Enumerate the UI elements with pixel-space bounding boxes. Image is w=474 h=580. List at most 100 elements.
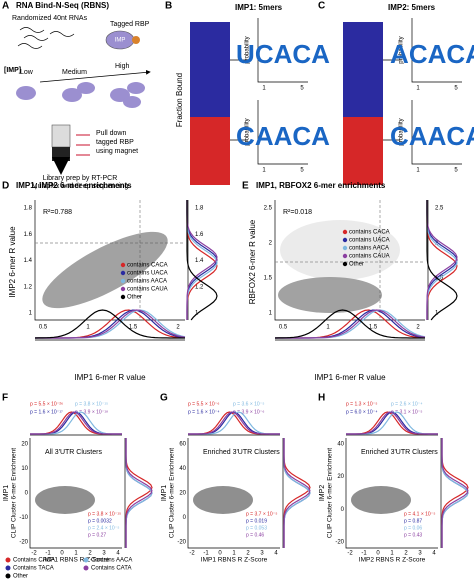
p-value: p = 5.5 × 10⁻²⁶ bbox=[30, 401, 63, 407]
tick-label: 60 bbox=[179, 442, 186, 448]
tick-label: -1 bbox=[361, 551, 367, 557]
density-curve bbox=[426, 200, 458, 321]
label: tagged RBP bbox=[96, 139, 134, 146]
tick-label: 20 bbox=[179, 491, 186, 497]
tick-label: -2 bbox=[189, 551, 195, 557]
annotation: All 3'UTR Clusters bbox=[45, 449, 102, 456]
panel-letter: G bbox=[160, 393, 168, 404]
tick-label: 0 bbox=[376, 551, 380, 557]
annotation: Enriched 3'UTR Clusters bbox=[203, 449, 280, 456]
tick-label: 2 bbox=[176, 325, 180, 331]
density-curve bbox=[275, 309, 426, 339]
p-value: p = 0.87 bbox=[404, 518, 422, 524]
tick-label: 3 bbox=[102, 551, 106, 557]
density-curve bbox=[274, 309, 425, 339]
tick-label: -1 bbox=[203, 551, 209, 557]
panel-title: IMP1, IMP2 6-mer enrichments bbox=[16, 181, 132, 190]
p-value: p = 3.7 × 10⁻⁵ bbox=[246, 511, 277, 517]
tick-label: 2 bbox=[88, 551, 92, 557]
legend-label: Other bbox=[13, 574, 28, 580]
panel-letter: D bbox=[2, 181, 9, 192]
p-value: p = 0.46 bbox=[246, 532, 264, 538]
tick-label: 1 bbox=[416, 86, 420, 92]
axes bbox=[345, 434, 442, 549]
tick-label: 1 bbox=[74, 551, 78, 557]
tick-label: 1 bbox=[86, 325, 90, 331]
tick-label: 1 bbox=[262, 168, 266, 174]
point-cloud bbox=[193, 486, 253, 514]
density-curve bbox=[30, 411, 122, 435]
axis-title: IMP1 RBNS R Z-Score bbox=[43, 557, 110, 564]
point-cloud bbox=[351, 486, 411, 514]
axis-title: probability bbox=[245, 36, 251, 63]
tick-label: 1 bbox=[29, 311, 33, 317]
tick-label: -10 bbox=[19, 515, 28, 521]
tick-label: 2 bbox=[404, 551, 408, 557]
panel-title: IMP1: 5mers bbox=[235, 3, 283, 12]
tick-label: 1.2 bbox=[195, 284, 204, 290]
density-curve bbox=[346, 411, 438, 435]
axis-title: IMP1 RBNS R Z-Score bbox=[201, 557, 268, 564]
p-value: p = 2.4 × 10⁻⁵ bbox=[88, 525, 119, 531]
axis-title: IMP1 bbox=[161, 485, 168, 501]
fraction-bars bbox=[190, 18, 462, 185]
tick-label: 1 bbox=[416, 168, 420, 174]
density-curve bbox=[188, 411, 280, 435]
p-value: p = 3.1 × 10⁻⁵ bbox=[391, 409, 422, 415]
legend-label: contains CAUA bbox=[349, 254, 390, 260]
sequence-logo: ACACA bbox=[390, 39, 474, 69]
axis-title: CLIP Cluster 6-mer Enrichment bbox=[169, 448, 176, 538]
axis-title: IMP2 6-mer R value bbox=[8, 226, 17, 298]
p-value: p = 3.6 × 10⁻⁵ bbox=[233, 401, 264, 407]
tick-label: 5 bbox=[454, 168, 458, 174]
tick-label: 5 bbox=[300, 86, 304, 92]
legend-label: Contains CATA bbox=[91, 566, 131, 572]
panel-title: RNA Bind-N-Seq (RBNS) bbox=[16, 1, 109, 10]
tick-label: 4 bbox=[432, 551, 436, 557]
tick-label: 1 bbox=[262, 86, 266, 92]
legend-label: contains AACA bbox=[127, 279, 167, 285]
label: High bbox=[115, 63, 130, 70]
axes bbox=[187, 434, 284, 549]
panel-letter: A bbox=[2, 1, 9, 12]
tick-label: 2.5 bbox=[435, 206, 444, 212]
p-value: p = 5.5 × 10⁻⁶ bbox=[188, 401, 219, 407]
axis-title: IMP1 6-mer R value bbox=[74, 373, 146, 382]
density-curve bbox=[283, 438, 311, 548]
point-cloud bbox=[35, 486, 95, 514]
tick-label: 1.6 bbox=[24, 232, 33, 238]
sequence-logo: CAACA bbox=[236, 121, 330, 151]
label: Randomized 40nt RNAs bbox=[12, 15, 88, 22]
axis-title: IMP2 RBNS R Z-Score bbox=[359, 557, 426, 564]
tick-label: 5 bbox=[300, 168, 304, 174]
legend-swatch bbox=[342, 261, 348, 267]
axis-title: CLIP Cluster 6-mer Enrichment bbox=[11, 448, 18, 538]
sequence-logo: UCACA bbox=[236, 39, 330, 69]
legend-label: contains AACA bbox=[349, 246, 389, 252]
density-curve bbox=[426, 200, 458, 320]
label: Pull down bbox=[96, 130, 126, 137]
p-value: p = 0.053 bbox=[246, 525, 267, 531]
density-curve bbox=[283, 438, 311, 548]
label: using magnet bbox=[96, 148, 138, 155]
tick-label: 1.5 bbox=[129, 325, 138, 331]
legend-label: Other bbox=[349, 262, 364, 268]
legend-swatch bbox=[5, 565, 11, 571]
legend-swatch bbox=[120, 270, 126, 276]
tick-label: 1.2 bbox=[24, 284, 33, 290]
legend-swatch bbox=[342, 237, 348, 243]
density-curve bbox=[125, 438, 153, 548]
tick-label: 1.5 bbox=[369, 325, 378, 331]
p-value: p = 1.6 × 10⁻¹⁷ bbox=[30, 409, 63, 415]
legend-swatch bbox=[83, 565, 89, 571]
tick-label: 1.4 bbox=[24, 258, 33, 264]
tick-label: 2 bbox=[416, 325, 420, 331]
density-curve bbox=[125, 438, 153, 548]
tick-label: 0 bbox=[60, 551, 64, 557]
tick-label: 2.5 bbox=[264, 206, 273, 212]
axis-title: probability bbox=[245, 118, 251, 145]
legend-swatch bbox=[83, 557, 89, 563]
tick-label: 0 bbox=[341, 507, 345, 513]
p-value: p = 3.8 × 10⁻¹⁵ bbox=[88, 511, 121, 517]
